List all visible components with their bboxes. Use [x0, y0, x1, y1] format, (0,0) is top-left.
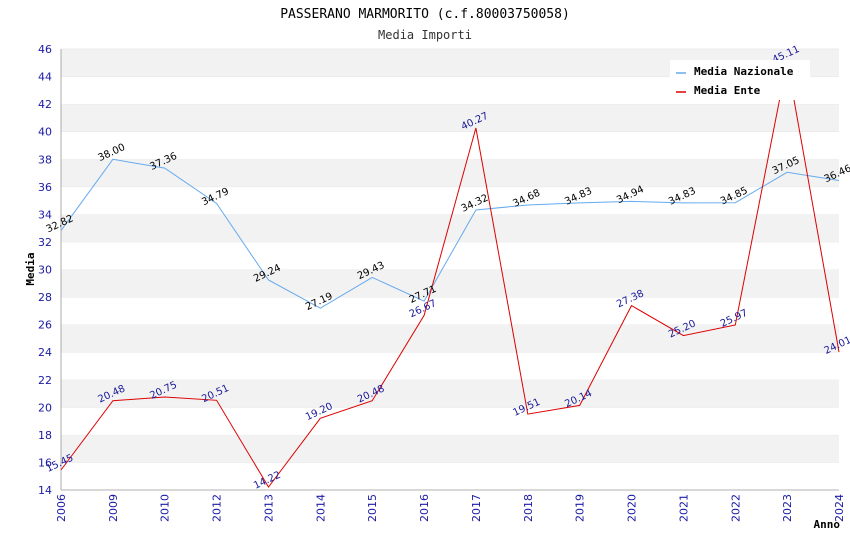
legend: Media Nazionale Media Ente — [670, 60, 810, 100]
series-line-nazionale — [60, 158, 840, 309]
x-axis-label: Anno — [814, 518, 841, 531]
x-tick-label: 2015 — [366, 494, 379, 522]
y-tick-label: 28 — [38, 291, 52, 304]
x-tick-label: 2024 — [833, 494, 846, 522]
grid-band — [61, 186, 839, 215]
y-tick-label: 16 — [38, 456, 52, 469]
y-tick-label: 40 — [38, 126, 52, 139]
y-tick-label: 44 — [38, 71, 52, 84]
legend-box — [670, 60, 810, 100]
x-tick-label: 2013 — [262, 494, 275, 522]
x-tick-label: 2010 — [159, 494, 172, 522]
grid-band — [61, 324, 839, 353]
grid-band — [61, 269, 839, 298]
x-tick-label: 2018 — [522, 494, 535, 522]
y-tick-label: 18 — [38, 429, 52, 442]
x-tick-label: 2023 — [781, 494, 794, 522]
grid-band — [61, 214, 839, 242]
legend-label-nazionale: Media Nazionale — [694, 65, 794, 78]
legend-label-ente: Media Ente — [694, 84, 761, 97]
grid-band — [61, 104, 839, 132]
grid-band — [61, 434, 839, 463]
x-tick-label: 2014 — [314, 494, 327, 522]
grid-band — [61, 379, 839, 408]
y-tick-label: 22 — [38, 374, 52, 387]
x-axis-ticks: 2006 2009 2010 2012 2013 2014 2015 2016 2017 2018… — [55, 494, 846, 522]
grid-band — [61, 407, 839, 435]
series-line-ente — [60, 61, 840, 488]
y-tick-label: 42 — [38, 98, 52, 111]
x-tick-label: 2012 — [211, 494, 224, 522]
chart-subtitle: Media Importi — [378, 28, 472, 42]
y-tick-label: 24 — [38, 346, 52, 359]
y-tick-label: 32 — [38, 236, 52, 249]
x-tick-label: 2009 — [107, 494, 120, 522]
y-axis-label: Media — [24, 252, 37, 285]
x-tick-label: 2022 — [729, 494, 742, 522]
grid-band — [61, 462, 839, 490]
grid-band — [61, 159, 839, 187]
x-tick-label: 2020 — [626, 494, 639, 522]
y-tick-label: 14 — [38, 484, 52, 497]
y-tick-label: 26 — [38, 319, 52, 332]
y-tick-label: 34 — [38, 208, 52, 221]
x-tick-label: 2006 — [55, 494, 68, 522]
series-lines — [60, 61, 840, 488]
y-tick-label: 46 — [38, 43, 52, 56]
x-tick-label: 2019 — [574, 494, 587, 522]
x-tick-label: 2016 — [418, 494, 431, 522]
x-tick-label: 2021 — [677, 494, 690, 522]
y-tick-label: 38 — [38, 153, 52, 166]
grid-band — [61, 131, 839, 160]
grid-band — [61, 352, 839, 380]
grid-band — [61, 297, 839, 325]
y-tick-label: 36 — [38, 181, 52, 194]
y-axis-ticks: 14 16 18 20 22 24 26 28 30 32 34 36 38 40 42 44 46 — [38, 43, 52, 497]
y-tick-label: 20 — [38, 401, 52, 414]
x-tick-label: 2017 — [470, 494, 483, 522]
y-tick-label: 30 — [38, 264, 52, 277]
chart-title: PASSERANO MARMORITO (c.f.80003750058) — [280, 7, 570, 22]
grid-bands — [60, 48, 839, 491]
